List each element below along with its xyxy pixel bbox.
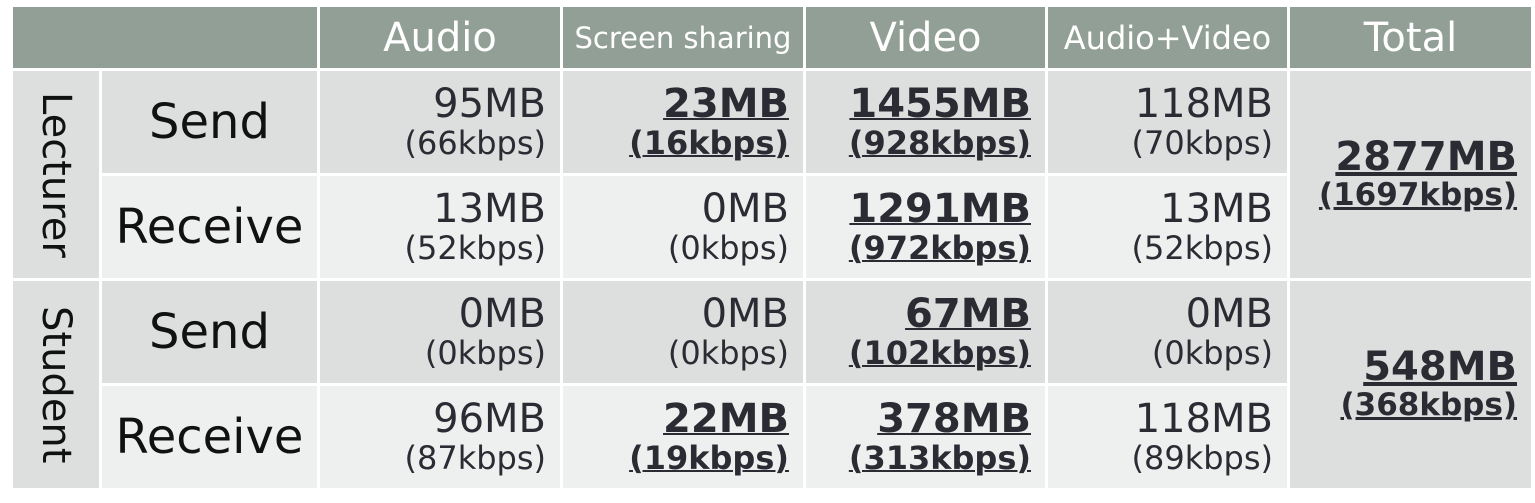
cell-size: 1291MB — [849, 186, 1031, 233]
cell-size: 118MB — [1134, 396, 1273, 443]
table-cell: 118MB (89kbps) — [1048, 386, 1287, 488]
column-header — [13, 7, 317, 68]
table-cell: 1291MB (972kbps) — [806, 176, 1045, 278]
cell-bitrate: (0kbps) — [667, 229, 789, 268]
table-cell: 95MB (66kbps) — [320, 71, 560, 173]
table-cell: 22MB (19kbps) — [563, 386, 803, 488]
column-header: Audio+Video — [1048, 7, 1287, 68]
cell-size: 23MB — [663, 81, 789, 128]
table-cell: 0MB (0kbps) — [563, 281, 803, 383]
row-label: Receive — [102, 386, 317, 488]
total-bitrate: (368kbps) — [1340, 387, 1518, 424]
cell-bitrate: (0kbps) — [667, 334, 789, 373]
cell-size: 67MB — [905, 291, 1031, 338]
row-label: Send — [102, 281, 317, 383]
cell-bitrate: (70kbps) — [1131, 124, 1273, 163]
cell-bitrate: (972kbps) — [848, 229, 1031, 268]
row-group-lecturer: Lecturer — [13, 71, 99, 278]
cell-size: 0MB — [458, 291, 546, 338]
table-cell: 378MB (313kbps) — [806, 386, 1045, 488]
cell-bitrate: (52kbps) — [404, 229, 546, 268]
table-cell: 118MB (70kbps) — [1048, 71, 1287, 173]
total-cell: 548MB (368kbps) — [1290, 281, 1531, 488]
table-cell: 96MB (87kbps) — [320, 386, 560, 488]
cell-size: 13MB — [1160, 186, 1273, 233]
cell-bitrate: (16kbps) — [629, 124, 789, 163]
cell-bitrate: (313kbps) — [848, 439, 1031, 478]
cell-size: 22MB — [663, 396, 789, 443]
column-header: Audio — [320, 7, 560, 68]
cell-bitrate: (52kbps) — [1131, 229, 1273, 268]
table-cell: 0MB (0kbps) — [320, 281, 560, 383]
total-bitrate: (1697kbps) — [1318, 177, 1517, 214]
row-label: Receive — [102, 176, 317, 278]
row-group-label: Student — [33, 305, 79, 464]
cell-size: 0MB — [701, 186, 789, 233]
table-cell: 67MB (102kbps) — [806, 281, 1045, 383]
row-group-student: Student — [13, 281, 99, 488]
table-cell: 23MB (16kbps) — [563, 71, 803, 173]
cell-bitrate: (102kbps) — [848, 334, 1031, 373]
cell-bitrate: (66kbps) — [404, 124, 546, 163]
cell-size: 13MB — [433, 186, 546, 233]
cell-size: 95MB — [433, 81, 546, 128]
total-size: 2877MB — [1335, 134, 1517, 181]
cell-size: 378MB — [877, 396, 1031, 443]
cell-size: 1455MB — [849, 81, 1031, 128]
cell-size: 0MB — [701, 291, 789, 338]
total-cell: 2877MB (1697kbps) — [1290, 71, 1531, 278]
data-usage-table: Audio Screen sharing Video Audio+Video Total… — [13, 7, 1531, 488]
cell-bitrate: (928kbps) — [848, 124, 1031, 163]
row-group-label: Lecturer — [33, 91, 79, 258]
column-header: Screen sharing — [563, 7, 803, 68]
cell-size: 118MB — [1134, 81, 1273, 128]
total-size: 548MB — [1363, 344, 1517, 391]
table-cell: 0MB (0kbps) — [563, 176, 803, 278]
column-header: Video — [806, 7, 1045, 68]
row-label: Send — [102, 71, 317, 173]
table-cell: 0MB (0kbps) — [1048, 281, 1287, 383]
table-cell: 13MB (52kbps) — [320, 176, 560, 278]
cell-size: 96MB — [433, 396, 546, 443]
cell-size: 0MB — [1185, 291, 1273, 338]
column-header: Total — [1290, 7, 1531, 68]
cell-bitrate: (89kbps) — [1131, 439, 1273, 478]
cell-bitrate: (19kbps) — [629, 439, 789, 478]
table-cell: 1455MB (928kbps) — [806, 71, 1045, 173]
cell-bitrate: (87kbps) — [404, 439, 546, 478]
table-cell: 13MB (52kbps) — [1048, 176, 1287, 278]
cell-bitrate: (0kbps) — [1151, 334, 1273, 373]
cell-bitrate: (0kbps) — [424, 334, 546, 373]
